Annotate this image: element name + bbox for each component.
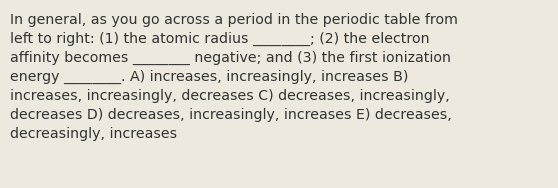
Text: In general, as you go across a period in the periodic table from
left to right: : In general, as you go across a period in… xyxy=(10,13,458,141)
